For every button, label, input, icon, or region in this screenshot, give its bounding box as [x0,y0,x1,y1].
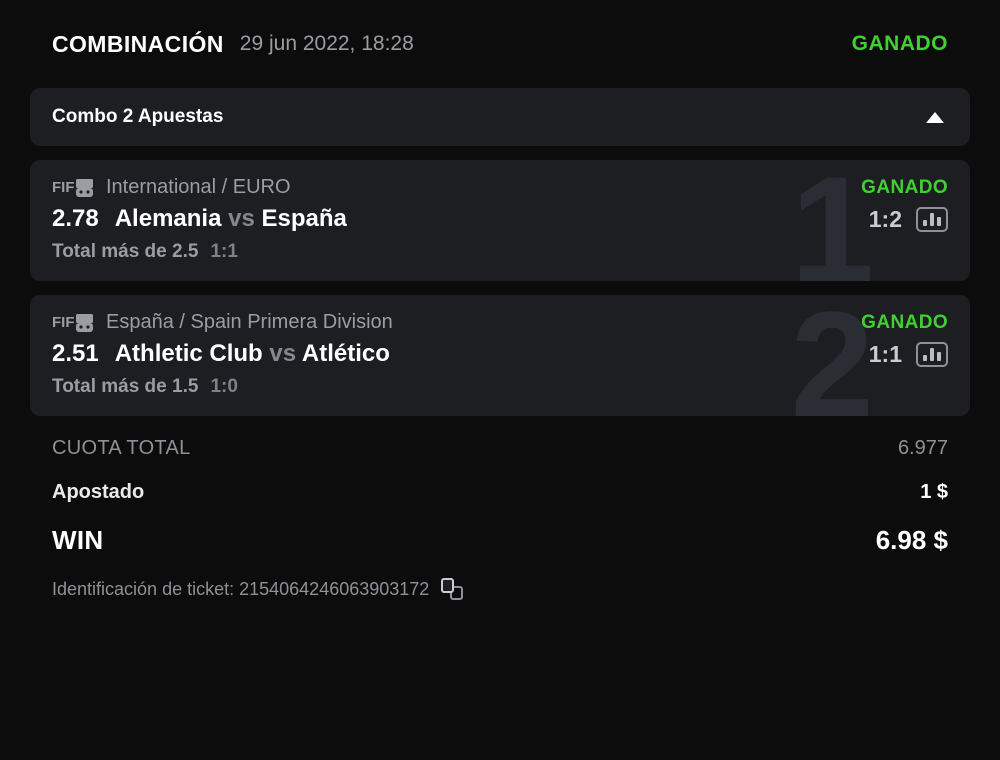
bet-odds: 2.78 [52,205,99,232]
bet-odds: 2.51 [52,340,99,367]
match-score: 1:1 [868,340,902,367]
page-title: COMBINACIÓN [52,30,224,57]
bet-selection-row: Total más de 2.5 1:1 [52,241,948,263]
total-odds-row: CUOTA TOTAL 6.977 [52,426,948,470]
summary-section: CUOTA TOTAL 6.977 Apostado 1 $ WIN 6.98 … [30,416,970,566]
bet-status-badge: GANADO [861,176,948,198]
win-row: WIN 6.98 $ [52,514,948,566]
away-team: Atlético [301,340,390,367]
ticket-id-row: Identificación de ticket: 21540642460639… [30,566,970,600]
vs-separator: vs [228,205,255,232]
fifa-esports-icon: FIF [52,312,96,334]
bet-item[interactable]: 1 FIF International / EURO GANADO 2.78 A… [30,160,970,281]
win-value: 6.98 $ [875,524,948,555]
bet-status-badge: GANADO [861,311,948,333]
triangle-up-icon[interactable] [922,104,948,130]
bar-chart-icon[interactable] [916,206,948,232]
slip-date: 29 jun 2022, 18:28 [239,32,414,55]
match-teams: Alemania vs España [115,205,347,233]
status-badge: GANADO [851,32,948,55]
score-group: 1:1 [869,341,948,368]
combo-label: Combo 2 Apuestas [52,106,224,127]
selection-label: Total más de 1.5 [52,376,199,397]
total-odds-value: 6.977 [897,436,948,459]
stake-row: Apostado 1 $ [52,470,948,514]
win-label: WIN [52,524,104,555]
svg-text:FIF: FIF [52,314,75,331]
home-team: Athletic Club [114,340,263,367]
away-team: España [261,205,347,232]
home-team: Alemania [114,205,222,232]
slip-header: COMBINACIÓN 29 jun 2022, 18:28 GANADO [30,0,970,88]
bet-item[interactable]: 2 FIF España / Spain Primera Division GA… [30,295,970,416]
combo-toggle-bar[interactable]: Combo 2 Apuestas [30,88,970,146]
stake-value: 1 $ [920,480,948,503]
copy-icon[interactable] [441,578,464,600]
league-name: International / EURO [106,176,291,198]
match-score: 1:2 [868,205,902,232]
bet-league-row: FIF España / Spain Primera Division GANA… [52,311,948,334]
match-teams: Athletic Club vs Atlético [115,340,390,368]
svg-text:FIF: FIF [52,179,75,196]
bet-selection: Total más de 1.5 1:0 [52,376,238,398]
bet-selection-row: Total más de 1.5 1:0 [52,376,948,398]
total-odds-label: CUOTA TOTAL [52,436,191,459]
selection-score: 1:1 [210,241,238,262]
selection-label: Total más de 2.5 [52,241,199,262]
selection-score: 1:0 [210,376,238,397]
bet-match-row: 2.78 Alemania vs España 1:2 [52,205,948,233]
vs-separator: vs [269,340,297,367]
fifa-esports-icon: FIF [52,177,96,199]
ticket-id-text: Identificación de ticket: 21540642460639… [52,578,430,599]
bet-selection: Total más de 2.5 1:1 [52,241,238,263]
stake-label: Apostado [52,480,145,503]
bar-chart-icon[interactable] [916,341,948,367]
bet-match-row: 2.51 Athletic Club vs Atlético 1:1 [52,340,948,368]
bet-league-row: FIF International / EURO GANADO [52,176,948,199]
score-group: 1:2 [869,206,948,233]
league-name: España / Spain Primera Division [106,311,393,333]
